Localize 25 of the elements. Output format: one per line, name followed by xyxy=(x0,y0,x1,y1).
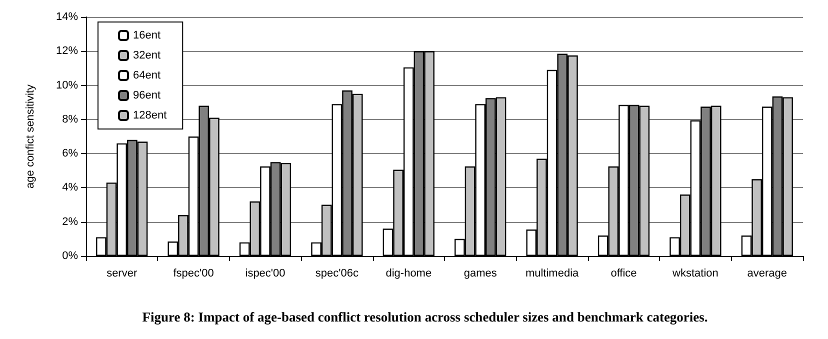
x-tick-label: office xyxy=(610,268,637,280)
x-tick-label: multimedia xyxy=(525,268,580,280)
legend-label: 64ent xyxy=(133,70,161,82)
y-tick-label: 14% xyxy=(56,11,78,23)
y-tick-label: 10% xyxy=(56,79,78,92)
x-tick-label: fspec'00 xyxy=(173,268,214,280)
legend-label: 16ent xyxy=(133,30,161,42)
y-tick-label: 2% xyxy=(62,216,78,228)
legend-label: 96ent xyxy=(133,90,161,102)
x-tick-label: spec'06c xyxy=(315,268,359,280)
y-tick-label: 4% xyxy=(62,182,78,194)
legend-label: 128ent xyxy=(133,110,167,122)
y-tick-label: 6% xyxy=(62,148,78,160)
y-axis-title: age confict sensitivity xyxy=(24,84,36,188)
x-tick-label: ispec'00 xyxy=(245,268,286,280)
y-tick-label: 8% xyxy=(62,113,78,126)
y-tick-label: 0% xyxy=(62,250,78,262)
x-tick-label: wkstation xyxy=(672,268,718,280)
x-tick-label: dig-home xyxy=(386,268,432,280)
y-tick-label: 12% xyxy=(56,45,78,58)
legend-label: 32ent xyxy=(133,50,161,62)
x-tick-label: average xyxy=(747,268,788,280)
caption: Figure 8: Impact of age-based conflict resolution across scheduler sizes and benchmark categories. xyxy=(142,310,708,324)
x-tick-label: games xyxy=(464,268,498,280)
x-tick-label: server xyxy=(106,268,138,280)
